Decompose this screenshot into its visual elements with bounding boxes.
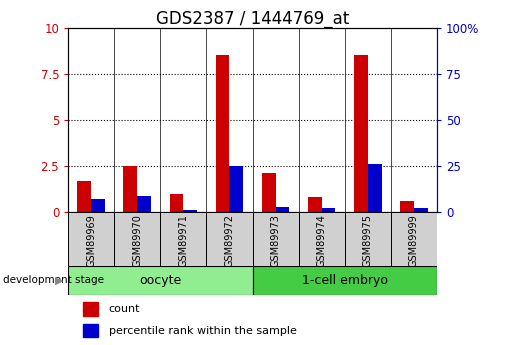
Bar [308,197,322,212]
Text: GSM89999: GSM89999 [409,214,419,267]
Text: GSM89975: GSM89975 [363,214,373,267]
Bar [391,212,437,266]
Text: count: count [109,304,140,314]
Bar [322,208,335,212]
Text: percentile rank within the sample: percentile rank within the sample [109,326,296,335]
Bar [276,207,289,212]
Bar [68,266,252,295]
Bar [414,208,428,212]
Bar [216,55,229,212]
Text: GSM89972: GSM89972 [224,214,234,267]
Text: GSM89971: GSM89971 [178,214,188,267]
Text: ▶: ▶ [56,276,64,285]
Bar [161,212,207,266]
Bar [91,199,105,212]
Text: GSM89973: GSM89973 [271,214,281,267]
Text: development stage: development stage [3,276,104,285]
Bar [400,201,414,212]
Bar [368,164,382,212]
Text: GSM89969: GSM89969 [86,214,96,267]
Bar [262,174,276,212]
Bar [68,212,114,266]
Text: 1-cell embryo: 1-cell embryo [301,274,388,287]
Text: GSM89970: GSM89970 [132,214,142,267]
Bar [229,166,243,212]
Bar [83,303,97,316]
Bar [354,55,368,212]
Bar [207,212,252,266]
Bar [183,210,197,212]
Bar [252,212,298,266]
Bar [114,212,161,266]
Bar [170,194,183,212]
Bar [298,212,345,266]
Text: oocyte: oocyte [139,274,181,287]
Text: GSM89974: GSM89974 [317,214,327,267]
Bar [83,324,97,337]
Bar [252,266,437,295]
Bar [124,166,137,212]
Bar [137,196,151,212]
Bar [345,212,391,266]
Bar [77,181,91,212]
Title: GDS2387 / 1444769_at: GDS2387 / 1444769_at [156,10,349,28]
